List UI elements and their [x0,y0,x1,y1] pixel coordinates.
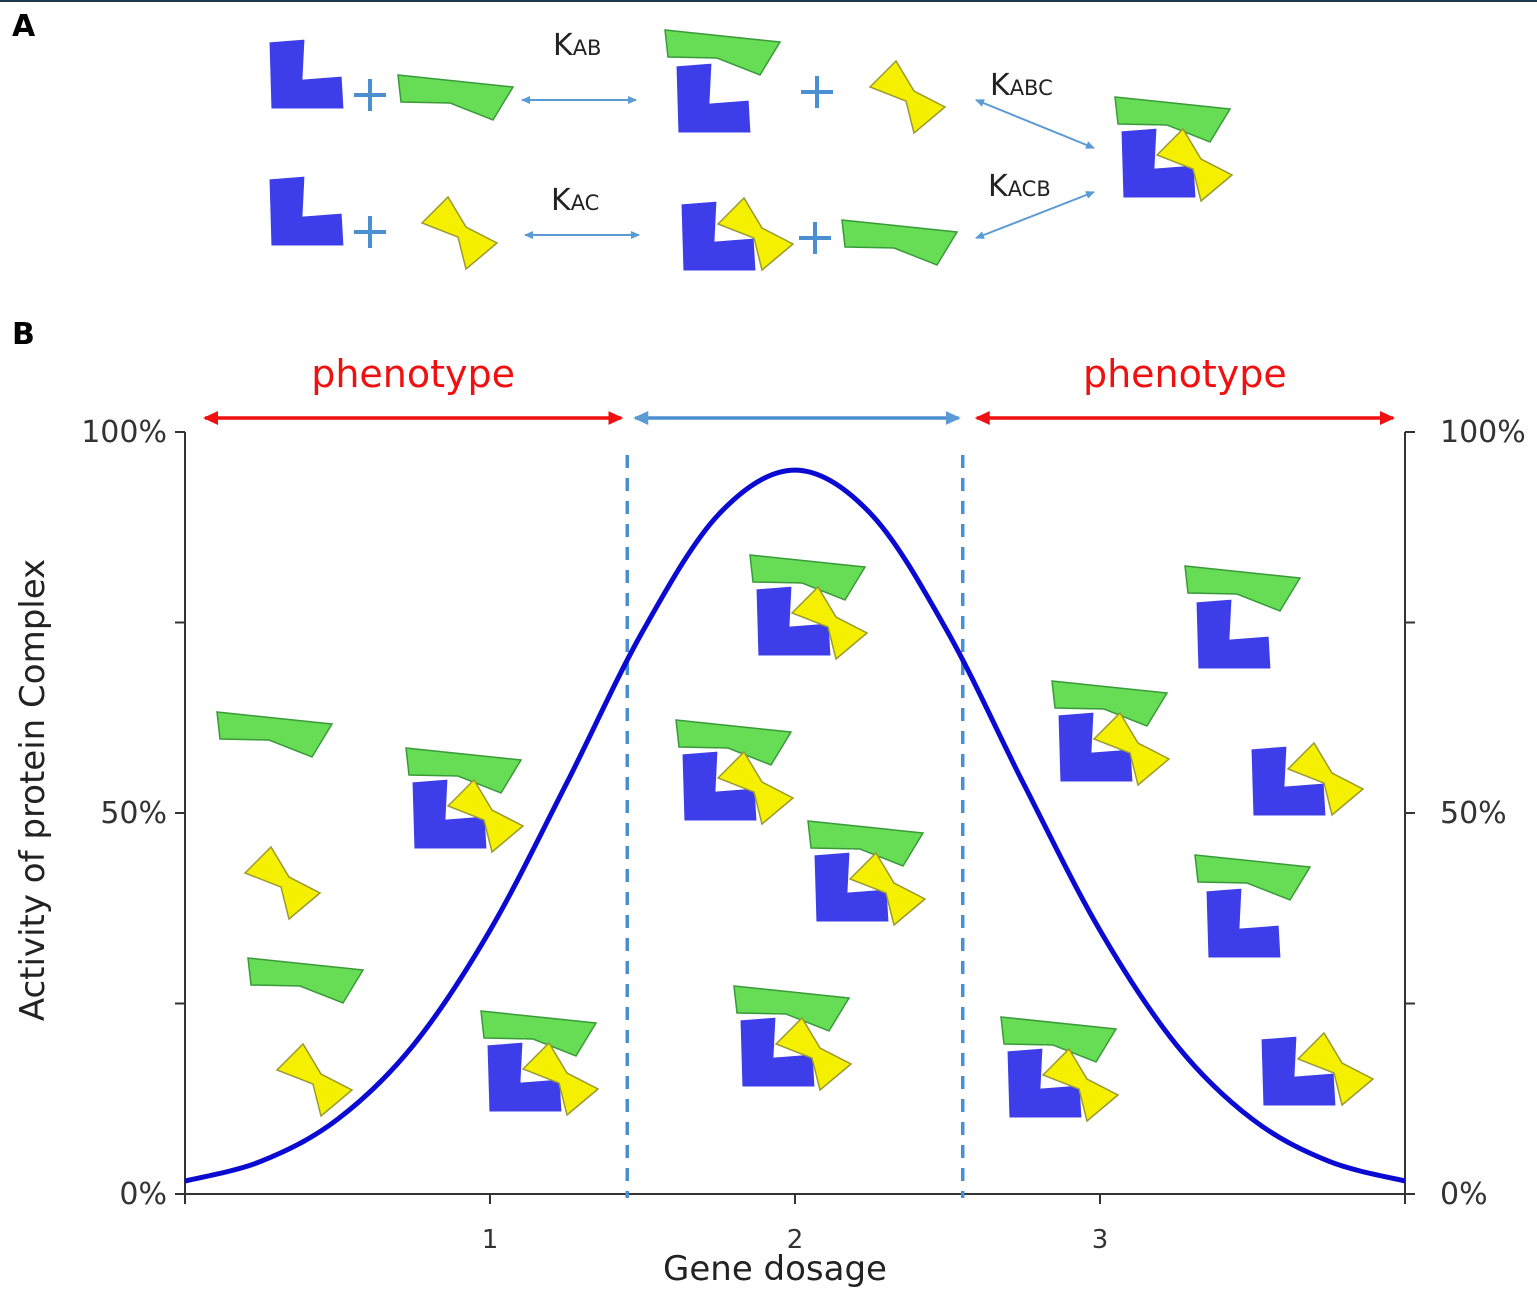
rate-constant: KAC [551,183,599,218]
protein-b [397,74,514,121]
plus [354,216,386,248]
protein-c [276,1043,353,1117]
plus [801,76,833,108]
annotation: phenotype [1083,352,1287,396]
protein-b [841,219,958,266]
protein-c [244,846,321,920]
equilibrium-arrow [975,191,1095,239]
x-axis-label: Gene dosage [663,1249,887,1289]
complex-abc [750,555,867,659]
complex-ab [665,30,780,134]
complex-abc [1052,681,1169,785]
activity-curve [184,467,1406,1184]
y2-tick-label: 100% [1440,415,1526,450]
complex-ab [1195,855,1310,959]
rate-constant: KAB [553,28,601,63]
protein-a [266,36,347,112]
y2-tick-label: 50% [1440,796,1507,831]
x-tick-label: 2 [787,1225,804,1255]
annotation: phenotype [311,352,515,396]
subscript: AB [573,36,602,60]
y-tick-label: 100% [81,415,167,450]
protein-b [247,957,364,1004]
x-tick-label: 1 [482,1225,499,1255]
subscript: ACB [1008,177,1051,201]
complex-abc [808,821,925,925]
symbol: K [553,28,574,63]
symbol: K [990,68,1011,103]
y-tick-label: 0% [119,1177,167,1212]
complex-ac [680,198,793,272]
panel-label: A [12,9,36,44]
complex-abc [734,986,851,1090]
plus [354,79,386,111]
symbol: K [551,183,572,218]
complex-abc [676,720,793,824]
equilibrium-arrow [975,99,1095,149]
complex-ac [1260,1033,1373,1107]
protein-illustrations [216,555,1373,1121]
rate-constant: KABC [990,68,1053,103]
complex-ac [1250,743,1363,817]
symbol: K [988,169,1009,204]
protein-c [421,196,498,270]
complex-abc [1001,1017,1118,1121]
rate-constant: KACB [988,169,1051,204]
protein-b [216,711,333,758]
protein-a [266,173,347,249]
complex-abc [406,748,523,852]
x-tick-label: 3 [1092,1225,1109,1255]
complex-abc [1115,97,1232,201]
y-axis-label: Activity of protein Complex [13,559,53,1021]
complex-ab [1185,566,1300,670]
protein-c [869,60,946,134]
y2-tick-label: 0% [1440,1177,1488,1212]
y-tick-label: 50% [100,796,167,831]
subscript: AC [571,191,600,215]
panel-label: B [12,317,35,352]
plus [799,222,831,254]
subscript: ABC [1010,76,1053,100]
complex-abc [481,1011,598,1115]
